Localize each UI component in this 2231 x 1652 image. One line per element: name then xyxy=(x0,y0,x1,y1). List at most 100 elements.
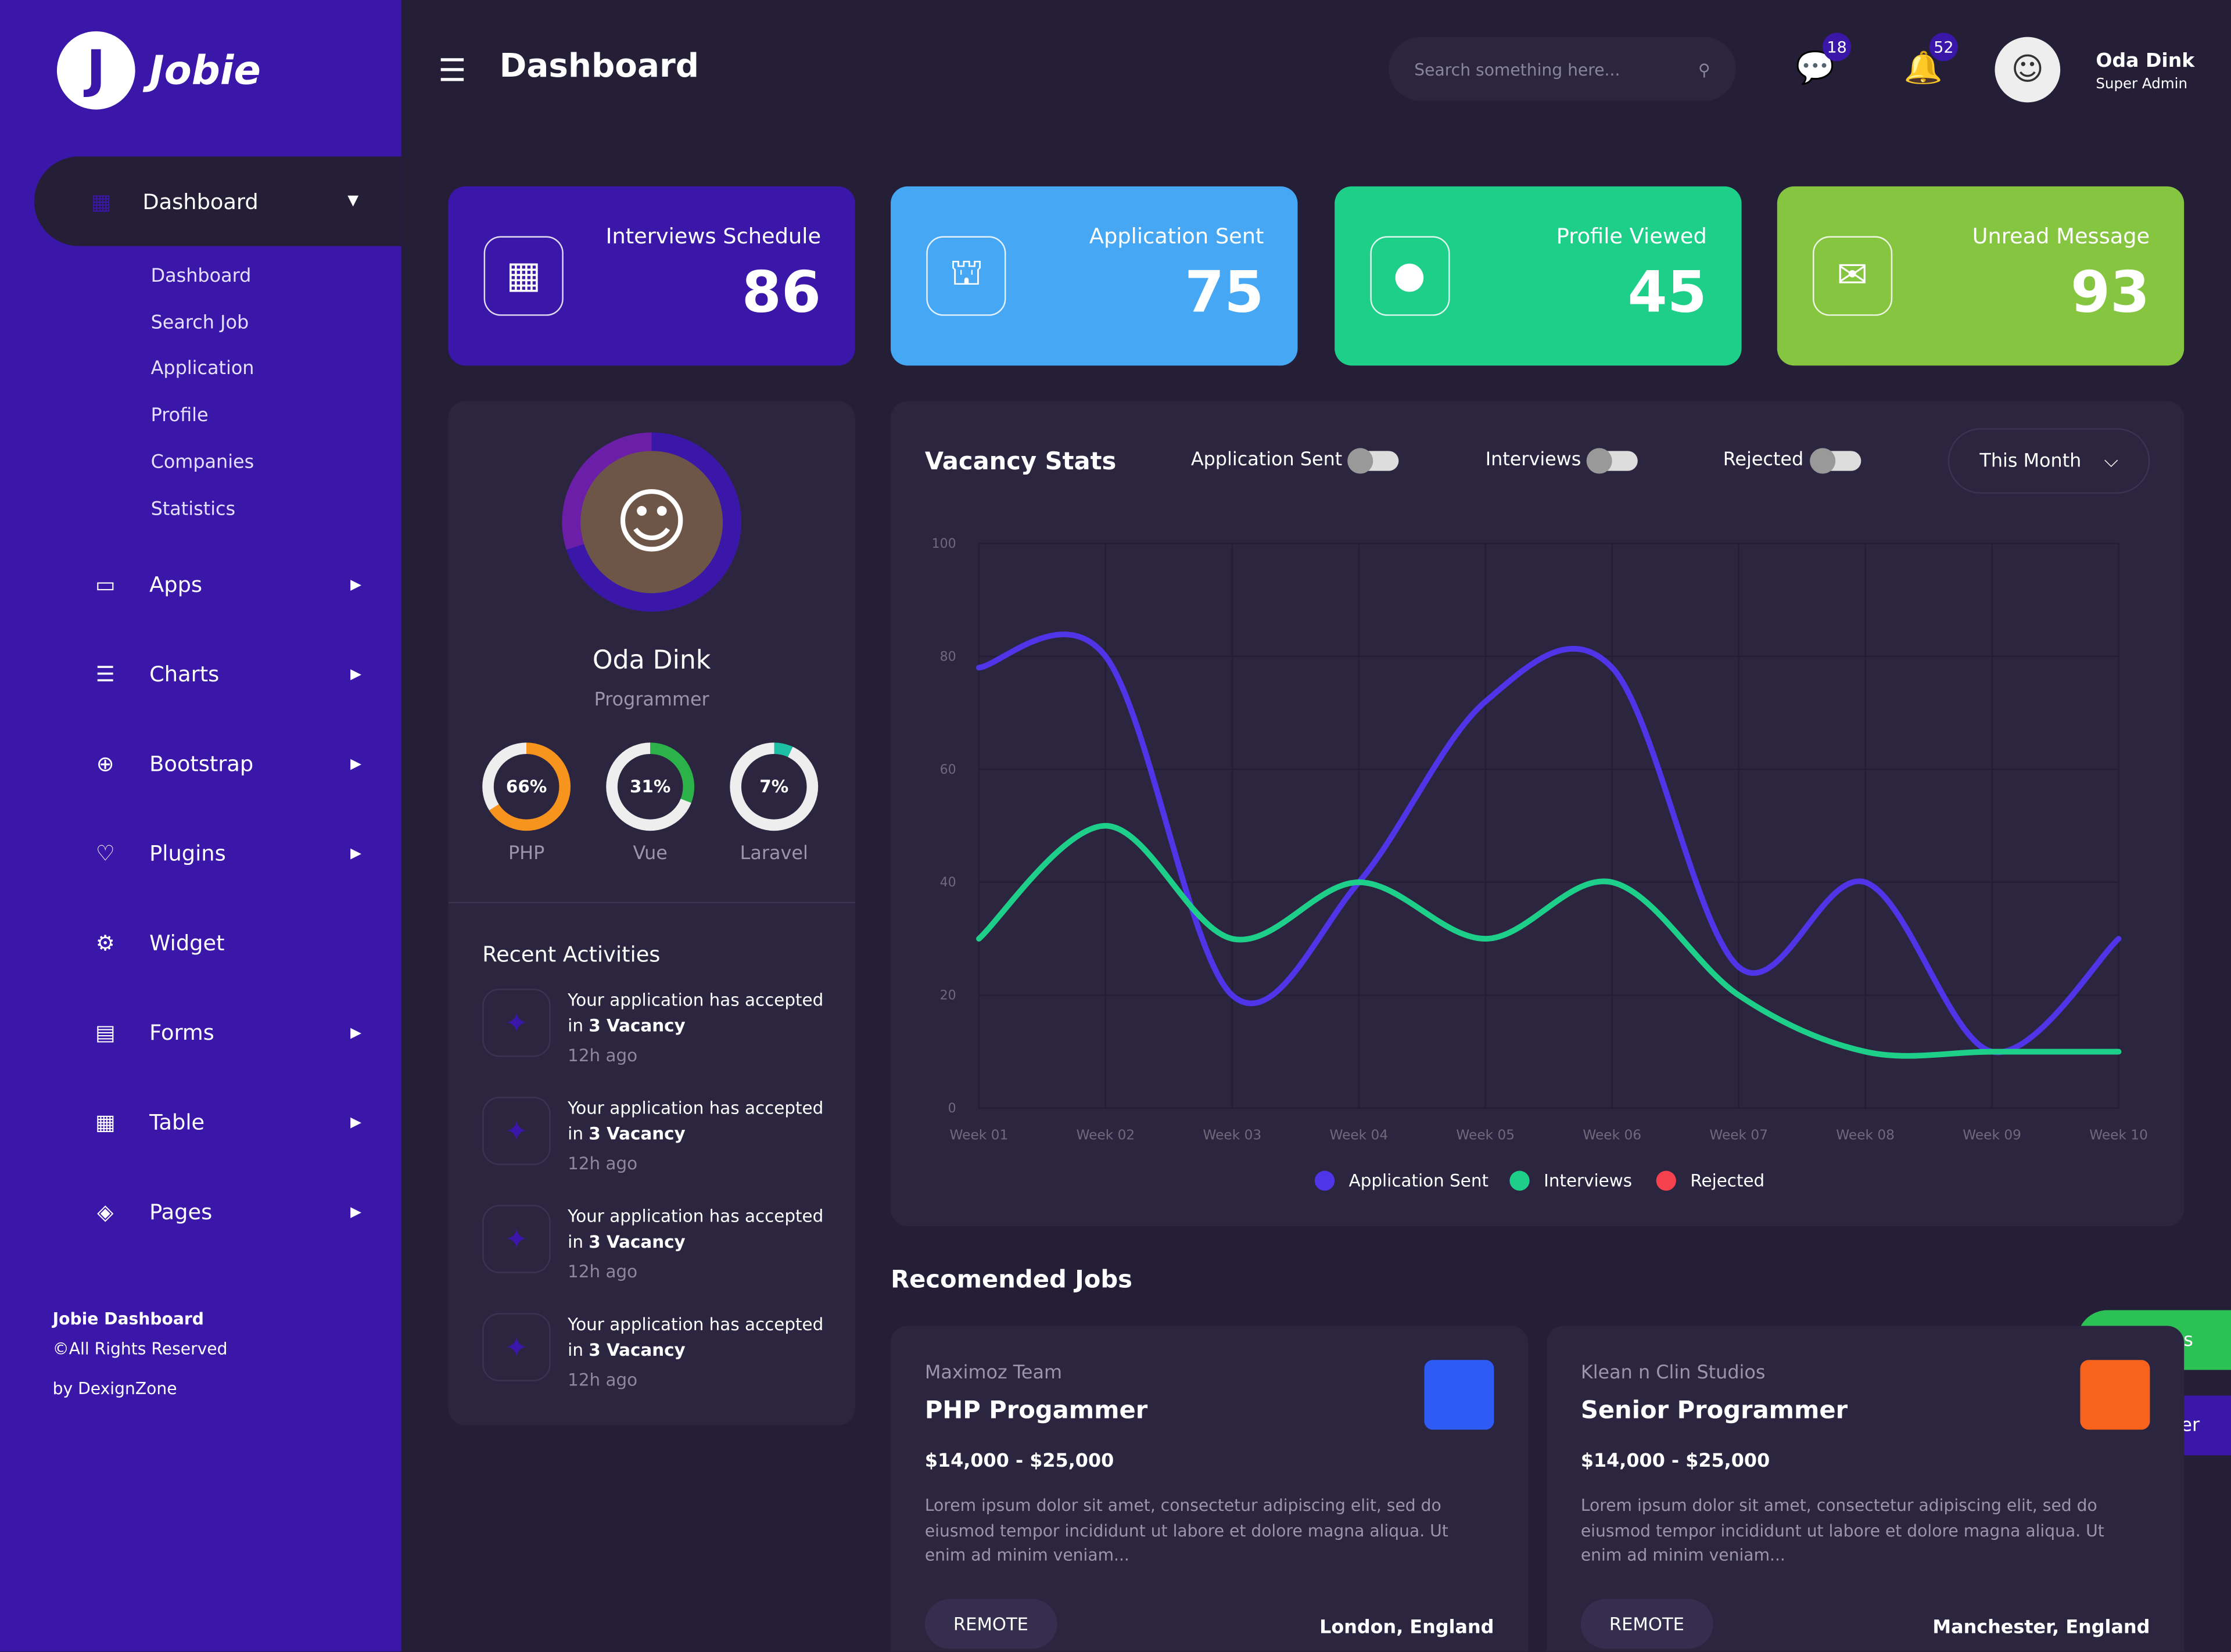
sidebar-item-plugins[interactable]: ♡ Plugins ▶ xyxy=(91,841,361,866)
chevron-right-icon: ▶ xyxy=(350,577,362,593)
search-icon[interactable]: ⚲ xyxy=(1698,59,1710,79)
x-tick-label: Week 06 xyxy=(1583,1127,1641,1143)
footer-title: Jobie Dashboard xyxy=(52,1309,204,1329)
period-select[interactable]: This Month ⌵ xyxy=(1947,428,2150,494)
sidebar-subitem[interactable]: Statistics xyxy=(150,498,236,520)
stat-value: 93 xyxy=(2070,260,2150,326)
table-icon: ▦ xyxy=(95,1109,116,1136)
avatar[interactable]: ☺ xyxy=(1995,37,2061,103)
sidebar-item-forms[interactable]: ▤ Forms ▶ xyxy=(91,1020,361,1046)
activities-title: Recent Activities xyxy=(482,942,661,968)
legend-marker xyxy=(1314,1170,1335,1191)
form-icon: ▤ xyxy=(95,1019,116,1046)
sliders-icon: ☰ xyxy=(95,661,115,687)
layers-icon: ◈ xyxy=(97,1199,114,1225)
puzzle-icon: ✦ xyxy=(482,1313,551,1381)
sidebar: J Jobie ▦ Dashboard ▼ Jobie Dashboard ©All … xyxy=(0,0,401,1652)
sidebar-item-dashboard[interactable]: ▦ Dashboard ▼ xyxy=(34,156,401,246)
x-tick-label: Week 01 xyxy=(950,1127,1009,1143)
company-logo xyxy=(2080,1360,2150,1430)
sidebar-item-apps[interactable]: ▭ Apps ▶ xyxy=(91,572,361,597)
gear-icon: ⚙ xyxy=(95,930,115,956)
sidebar-subitem[interactable]: Application xyxy=(150,359,254,380)
toggle-application-sent[interactable]: Application Sent xyxy=(1191,447,1400,473)
vacancy-chart: 0 20 40 60 80 100 Week 01 Week 02 Week 03 Week 04… xyxy=(932,537,2148,1191)
calendar-icon: ▦ xyxy=(483,236,564,316)
messages-badge: 18 xyxy=(1823,33,1852,62)
menu-icon[interactable]: ☰ xyxy=(438,54,467,90)
vacancy-stats-card: Vacancy Stats Application Sent Interview… xyxy=(891,401,2185,1227)
x-tick-label: Week 03 xyxy=(1203,1127,1261,1143)
x-tick-label: Week 09 xyxy=(1963,1127,2021,1143)
x-tick-label: Week 04 xyxy=(1329,1127,1388,1143)
profile-role: Programmer xyxy=(594,689,709,712)
y-tick-label: 80 xyxy=(940,649,956,664)
vacancy-title: Vacancy Stats xyxy=(924,448,1117,477)
toggle-interviews[interactable]: Interviews xyxy=(1486,447,1638,473)
job-card[interactable]: Maximoz Team PHP Progammer $14,000 - $25,0… xyxy=(891,1326,1529,1652)
y-tick-label: 20 xyxy=(940,989,956,1003)
globe-icon: ⊕ xyxy=(96,751,114,777)
puzzle-icon: ✦ xyxy=(482,989,551,1057)
stat-value: 86 xyxy=(741,260,822,326)
monitor-icon: ▭ xyxy=(95,572,116,598)
skill-label: Vue xyxy=(633,843,668,865)
stat-label: Unread Message xyxy=(1972,223,2150,249)
stat-value: 45 xyxy=(1627,260,1707,326)
user-name: Oda Dink xyxy=(2096,49,2195,73)
stat-label: Profile Viewed xyxy=(1556,223,1707,249)
page-title: Dashboard xyxy=(499,48,700,85)
chevron-right-icon: ▶ xyxy=(350,845,362,861)
briefcase-icon: ⛫ xyxy=(927,236,1007,316)
sidebar-item-table[interactable]: ▦ Table ▶ xyxy=(91,1109,361,1135)
chevron-down-icon: ▼ xyxy=(347,193,359,210)
stat-card[interactable]: ▦ Interviews Schedule 86 xyxy=(448,186,855,366)
puzzle-icon: ✦ xyxy=(482,1205,551,1273)
chevron-right-icon: ▶ xyxy=(350,1114,362,1130)
y-tick-label: 0 xyxy=(948,1101,956,1116)
legend-label: Interviews xyxy=(1544,1170,1632,1190)
chevron-right-icon: ▶ xyxy=(350,756,362,772)
stat-label: Application Sent xyxy=(1089,223,1264,249)
x-tick-label: Week 05 xyxy=(1456,1127,1515,1143)
sidebar-item-label: Dashboard xyxy=(142,188,259,214)
job-card[interactable]: Klean n Clin Studios Senior Programmer $14… xyxy=(1547,1326,2185,1652)
chevron-down-icon: ⌵ xyxy=(2104,450,2118,472)
sidebar-item-bootstrap[interactable]: ⊕ Bootstrap ▶ xyxy=(91,751,361,777)
chevron-right-icon: ▶ xyxy=(350,1025,362,1041)
skill-ring: 66% xyxy=(482,742,571,831)
sidebar-item-charts[interactable]: ☰ Charts ▶ xyxy=(91,662,361,687)
skill-label: PHP xyxy=(508,843,545,865)
job-type-badge: REMOTE xyxy=(1580,1599,1713,1649)
skill-ring: 31% xyxy=(606,742,695,831)
user-role: Super Admin xyxy=(2096,77,2187,93)
y-tick-label: 40 xyxy=(940,875,956,890)
sidebar-item-pages[interactable]: ◈ Pages ▶ xyxy=(91,1200,361,1225)
stat-card[interactable]: ✉ Unread Message 93 xyxy=(1777,186,2184,366)
toggle-rejected[interactable]: Rejected xyxy=(1723,447,1861,473)
footer-rights: ©All Rights Reserved xyxy=(52,1338,228,1359)
stat-card[interactable]: ● Profile Viewed 45 xyxy=(1334,186,1741,366)
sidebar-item-widget[interactable]: ⚙ Widget xyxy=(91,931,361,956)
sidebar-subitem[interactable]: Profile xyxy=(150,405,209,427)
y-tick-label: 60 xyxy=(940,763,956,777)
legend-label: Application Sent xyxy=(1349,1170,1488,1190)
legend-marker xyxy=(1656,1170,1676,1191)
logo-mark: J xyxy=(56,31,135,110)
job-type-badge: REMOTE xyxy=(924,1599,1057,1649)
legend-label: Rejected xyxy=(1690,1170,1764,1190)
sidebar-subitem[interactable]: Companies xyxy=(150,452,254,474)
puzzle-icon: ✦ xyxy=(482,1097,551,1165)
skill-label: Laravel xyxy=(740,843,808,865)
profile-photo: ☺ xyxy=(562,432,741,612)
stat-value: 75 xyxy=(1185,260,1264,326)
logo[interactable]: J Jobie xyxy=(56,31,261,110)
x-tick-label: Week 02 xyxy=(1077,1127,1135,1143)
stat-card[interactable]: ⛫ Application Sent 75 xyxy=(891,186,1299,366)
sidebar-subitem[interactable]: Search Job xyxy=(150,313,249,334)
search-input[interactable]: Search something here... ⚲ xyxy=(1389,37,1736,101)
brand-name: Jobie xyxy=(149,46,261,94)
x-tick-label: Week 10 xyxy=(2089,1127,2148,1143)
sidebar-subitem[interactable]: Dashboard xyxy=(150,265,252,288)
chevron-right-icon: ▶ xyxy=(350,666,362,683)
